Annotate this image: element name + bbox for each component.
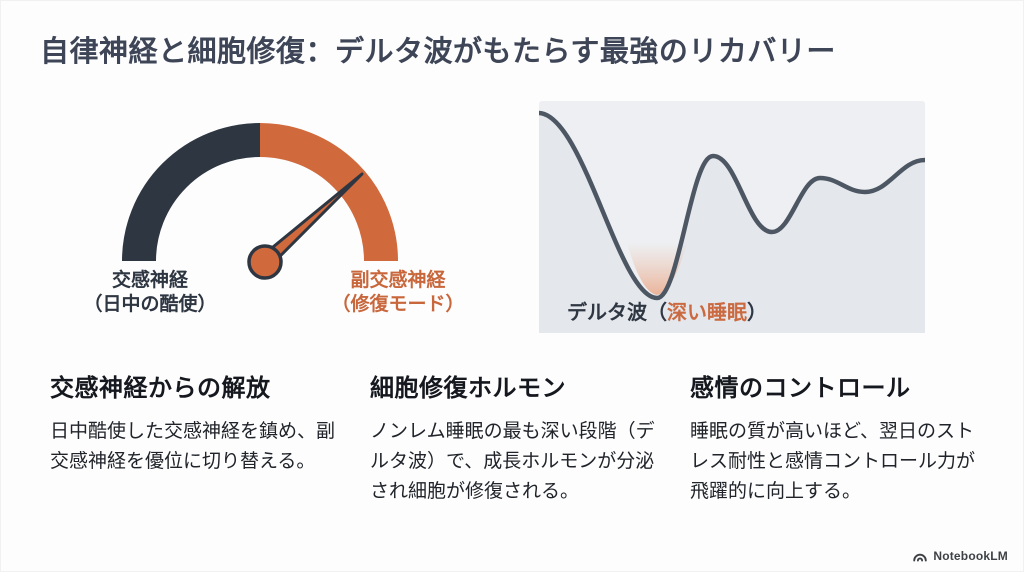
gauge-label-parasympathetic-name: 副交感神経 [350,270,446,291]
notebooklm-logo-icon [913,553,928,562]
gauge-arc-dark [122,123,261,262]
gauge-label-sympathetic-name: 交感神経 [111,270,188,291]
gauge-label-parasympathetic-note: （修復モード） [331,294,465,315]
deep-sleep-glow [627,243,687,295]
wave-area-fill [539,113,925,333]
notebooklm-brand: NotebookLM [912,549,1008,563]
delta-wave-label-suffix: ） [747,302,767,324]
card-body: 日中酷使した交感神経を鎮め、副交感神経を優位に切り替える。 [50,421,336,472]
gauge-label-sympathetic-note: （日中の酷使） [83,294,217,315]
gauge-label-parasympathetic: 副交感神経 （修復モード） [323,269,473,317]
card-emotion-control: 感情のコントロール 睡眠の質が高いほど、翌日のストレス耐性と感情コントロール力が… [690,368,982,507]
delta-wave-panel: デルタ波（深い睡眠） [539,101,925,333]
card-heading: 交感神経からの解放 [50,375,271,402]
delta-wave-graphic [539,110,925,333]
gauge-graphic [122,123,398,280]
card-heading: 感情のコントロール [690,375,911,402]
card-heading: 細胞修復ホルモン [370,375,566,402]
card-body: 睡眠の質が高いほど、翌日のストレス耐性と感情コントロール力が飛躍的に向上する。 [690,421,976,502]
delta-wave-label-highlight: 深い睡眠 [667,302,747,324]
card-sympathetic-release: 交感神経からの解放 日中酷使した交感神経を鎮め、副交感神経を優位に切り替える。 [50,368,342,477]
card-body: ノンレム睡眠の最も深い段階（デルタ波）で、成長ホルモンが分泌され細胞が修復される… [370,421,655,502]
delta-wave-label: デルタ波（深い睡眠） [567,296,767,325]
brand-text: NotebookLM [933,549,1008,563]
card-cell-repair-hormone: 細胞修復ホルモン ノンレム睡眠の最も深い段階（デルタ波）で、成長ホルモンが分泌さ… [370,368,662,507]
page-title: 自律神経と細胞修復：デルタ波がもたらす最強のリカバリー [40,36,836,68]
gauge-label-sympathetic: 交感神経 （日中の酷使） [75,269,225,317]
wave-line [539,110,925,301]
delta-wave-label-prefix: デルタ波（ [567,302,667,324]
gauge-needle-hub [247,244,283,280]
gauge-arc-orange [259,123,398,262]
